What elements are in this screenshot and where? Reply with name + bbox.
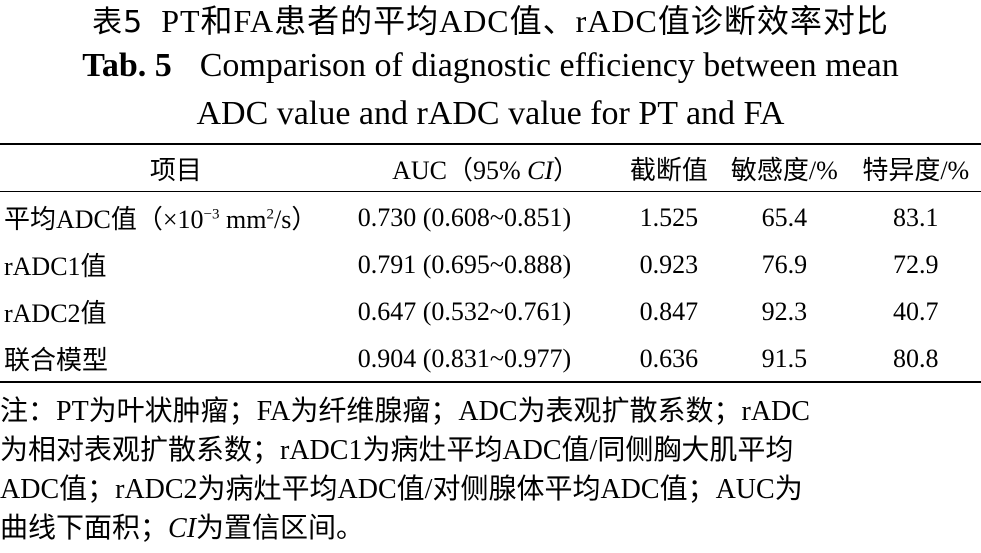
table-row: rADC2值 0.647 (0.532~0.761) 0.847 92.3 40…: [0, 288, 981, 335]
footnote-line: 注：PT为叶状肿瘤；FA为纤维腺瘤；ADC为表观扩散系数；rADC: [0, 396, 810, 427]
row-item-unit: mm: [219, 205, 267, 234]
row-specificity: 83.1: [893, 202, 939, 232]
footnote-line: 为相对表观扩散系数；rADC1为病灶平均ADC值/同侧胸大肌平均: [0, 435, 794, 466]
row-cutoff: 0.847: [639, 296, 699, 326]
row-auc: 0.904 (0.831~0.977): [357, 343, 572, 373]
header-specificity: 特异度/%: [862, 155, 970, 185]
row-item-unit-exponent: 2: [266, 206, 274, 223]
row-sensitivity: 65.4: [761, 202, 808, 232]
table-header-row: 项目 AUC（95% CI） 截断值 敏感度/% 特异度/%: [0, 145, 981, 191]
header-auc-prefix: AUC（95%: [392, 155, 528, 185]
row-cutoff: 0.636: [639, 343, 699, 373]
table-caption-chinese: PT和FA患者的平均ADC值、rADC值诊断效率对比: [161, 3, 889, 39]
footnote-line: ADC值；rADC2为病灶平均ADC值/对侧腺体平均ADC值；AUC为: [0, 474, 803, 505]
table-row: 平均ADC值（×10−3 mm2/s） 0.730 (0.608~0.851) …: [0, 191, 981, 241]
footnote-line4-suffix: 为置信区间。: [196, 513, 365, 544]
row-item-suffix: /s）: [273, 205, 318, 234]
row-auc: 0.647 (0.532~0.761): [357, 296, 572, 326]
row-item-prefix: 平均ADC值（×10: [4, 205, 204, 234]
row-auc: 0.791 (0.695~0.888): [357, 249, 572, 279]
header-item: 项目: [149, 155, 202, 185]
table-header-rule: [0, 191, 981, 192]
row-specificity: 40.7: [893, 296, 939, 326]
footnote-line4-prefix: 曲线下面积；: [0, 513, 169, 544]
row-item-exponent: −3: [203, 206, 220, 223]
row-specificity: 80.8: [893, 343, 939, 373]
header-cutoff: 截断值: [629, 155, 708, 185]
row-specificity: 72.9: [893, 249, 939, 279]
table-title-english: Tab. 5 Comparison of diagnostic efficienc…: [0, 46, 981, 86]
header-auc-suffix: ）: [553, 155, 580, 185]
table-number-english: Tab. 5: [82, 47, 172, 84]
header-auc: AUC（95% CI）: [352, 145, 620, 191]
row-item: 平均ADC值（×10−3 mm2/s）: [0, 191, 352, 241]
table-bottom-rule: [0, 381, 981, 383]
table-title-english-line2: ADC value and rADC value for PT and FA: [196, 95, 785, 132]
row-sensitivity: 91.5: [761, 343, 808, 373]
footnote-ci: CI: [168, 513, 197, 544]
table-caption-english-line1: Comparison of diagnostic efficiency betw…: [199, 47, 899, 84]
row-cutoff: 1.525: [639, 202, 699, 232]
row-auc: 0.730 (0.608~0.851): [357, 202, 572, 232]
row-sensitivity: 92.3: [761, 296, 808, 326]
table-row: 联合模型 0.904 (0.831~0.977) 0.636 91.5 80.8: [0, 335, 981, 382]
data-table: 项目 AUC（95% CI） 截断值 敏感度/% 特异度/% 平均ADC值（×1…: [0, 145, 981, 382]
table-top-rule: [0, 143, 981, 145]
table-footnote: 注：PT为叶状肿瘤；FA为纤维腺瘤；ADC为表观扩散系数；rADC 为相对表观扩…: [0, 392, 981, 548]
table-number-chinese: 表5: [92, 5, 144, 40]
row-item: rADC1值: [4, 252, 107, 281]
row-item: 联合模型: [4, 346, 109, 375]
row-cutoff: 0.923: [639, 249, 699, 279]
row-item: rADC2值: [4, 299, 107, 328]
header-auc-ci: CI: [527, 155, 554, 185]
footnote-line: 曲线下面积；CI为置信区间。: [0, 509, 981, 548]
table-title-chinese: 表5 PT和FA患者的平均ADC值、rADC值诊断效率对比: [0, 0, 981, 44]
row-sensitivity: 76.9: [761, 249, 808, 279]
header-sensitivity: 敏感度/%: [730, 155, 838, 185]
table-row: rADC1值 0.791 (0.695~0.888) 0.923 76.9 72…: [0, 241, 981, 288]
